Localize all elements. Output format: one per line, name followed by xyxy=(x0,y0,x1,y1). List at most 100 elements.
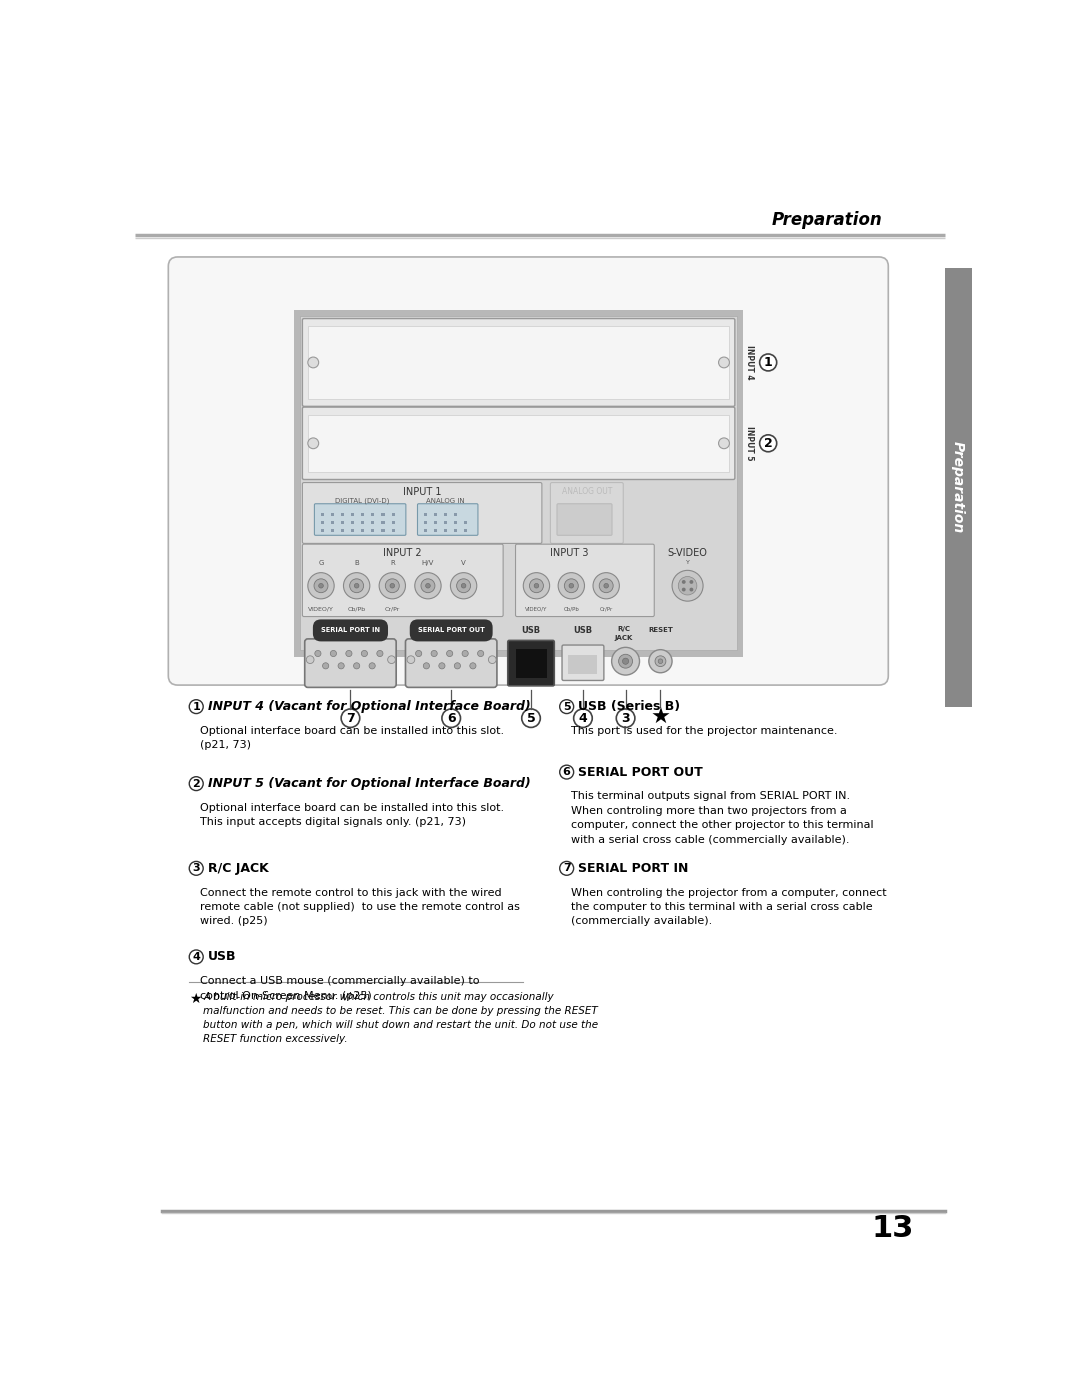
Text: 3: 3 xyxy=(621,711,630,725)
Text: A built-in micro processor which controls this unit may occasionally
malfunction: A built-in micro processor which control… xyxy=(203,992,598,1044)
Text: Connect a USB mouse (commercially available) to
control On-Screen Menu. (p25): Connect a USB mouse (commercially availa… xyxy=(200,977,480,1000)
Text: VIDEO/Y: VIDEO/Y xyxy=(525,606,548,612)
Circle shape xyxy=(446,651,453,657)
Circle shape xyxy=(622,658,629,665)
Circle shape xyxy=(658,659,663,664)
FancyBboxPatch shape xyxy=(418,504,478,535)
Text: Y: Y xyxy=(686,560,689,566)
Bar xyxy=(362,513,364,517)
Text: ANALOG OUT: ANALOG OUT xyxy=(562,488,612,496)
FancyBboxPatch shape xyxy=(557,504,612,535)
FancyBboxPatch shape xyxy=(302,482,542,543)
Text: 6: 6 xyxy=(447,711,456,725)
Circle shape xyxy=(681,580,686,584)
Text: Cr/Pr: Cr/Pr xyxy=(599,606,612,612)
Text: Optional interface board can be installed into this slot.
(p21, 73): Optional interface board can be installe… xyxy=(200,726,504,750)
Bar xyxy=(351,529,354,532)
Text: R/C JACK: R/C JACK xyxy=(207,862,269,875)
Circle shape xyxy=(377,651,383,657)
Circle shape xyxy=(415,573,441,599)
Text: H/V: H/V xyxy=(422,560,434,566)
Circle shape xyxy=(477,651,484,657)
Text: 5: 5 xyxy=(563,701,570,711)
Circle shape xyxy=(362,651,367,657)
Bar xyxy=(568,655,597,673)
Circle shape xyxy=(573,708,592,728)
Circle shape xyxy=(189,700,203,714)
FancyBboxPatch shape xyxy=(302,319,734,407)
Text: INPUT 3: INPUT 3 xyxy=(550,549,589,559)
FancyBboxPatch shape xyxy=(551,482,623,543)
Text: USB: USB xyxy=(522,626,541,634)
Circle shape xyxy=(450,573,476,599)
FancyBboxPatch shape xyxy=(305,638,396,687)
Text: 2: 2 xyxy=(764,437,772,450)
Bar xyxy=(308,415,729,472)
Circle shape xyxy=(330,651,337,657)
Circle shape xyxy=(488,655,496,664)
FancyBboxPatch shape xyxy=(508,640,554,686)
Text: Optional interface board can be installed into this slot.
This input accepts dig: Optional interface board can be installe… xyxy=(200,803,504,827)
Text: 4: 4 xyxy=(579,711,588,725)
Bar xyxy=(321,521,324,524)
Text: 5: 5 xyxy=(527,711,536,725)
Bar xyxy=(308,327,729,398)
Text: SERIAL PORT IN: SERIAL PORT IN xyxy=(321,627,380,633)
Text: When controling the projector from a computer, connect
the computer to this term: When controling the projector from a com… xyxy=(570,887,887,926)
Text: 1: 1 xyxy=(192,701,200,711)
Circle shape xyxy=(524,573,550,599)
Text: INPUT 4: INPUT 4 xyxy=(745,345,754,380)
Text: Cb/Pb: Cb/Pb xyxy=(348,606,366,612)
Text: Preparation: Preparation xyxy=(951,441,966,534)
Bar xyxy=(464,521,468,524)
Bar xyxy=(362,521,364,524)
Text: This port is used for the projector maintenance.: This port is used for the projector main… xyxy=(570,726,837,736)
Circle shape xyxy=(759,434,777,451)
Circle shape xyxy=(388,655,395,664)
Bar xyxy=(455,529,458,532)
Bar xyxy=(424,529,428,532)
Circle shape xyxy=(189,950,203,964)
Circle shape xyxy=(308,573,334,599)
Circle shape xyxy=(341,708,360,728)
Text: R/C: R/C xyxy=(618,626,631,631)
Bar xyxy=(381,521,384,524)
Bar xyxy=(455,513,458,517)
Circle shape xyxy=(354,584,359,588)
Circle shape xyxy=(617,708,635,728)
Circle shape xyxy=(604,584,608,588)
Text: Connect the remote control to this jack with the wired
remote cable (not supplie: Connect the remote control to this jack … xyxy=(200,887,519,926)
Circle shape xyxy=(423,662,430,669)
Text: 13: 13 xyxy=(872,1214,914,1243)
Bar xyxy=(332,529,334,532)
Circle shape xyxy=(390,584,394,588)
Circle shape xyxy=(416,651,422,657)
Bar xyxy=(424,513,428,517)
Text: 2: 2 xyxy=(192,778,200,789)
Circle shape xyxy=(759,353,777,372)
FancyBboxPatch shape xyxy=(562,645,604,680)
Circle shape xyxy=(611,647,639,675)
Bar xyxy=(341,529,345,532)
Text: SERIAL PORT OUT: SERIAL PORT OUT xyxy=(418,627,485,633)
Bar xyxy=(424,521,428,524)
Circle shape xyxy=(353,662,360,669)
Circle shape xyxy=(426,584,430,588)
Text: ★: ★ xyxy=(189,992,202,1006)
Bar xyxy=(300,316,738,651)
Circle shape xyxy=(689,588,693,591)
Bar xyxy=(381,529,384,532)
Bar xyxy=(332,521,334,524)
Text: B: B xyxy=(354,560,359,566)
Bar xyxy=(381,513,384,517)
Circle shape xyxy=(470,662,476,669)
Bar xyxy=(372,521,375,524)
Text: Cb/Pb: Cb/Pb xyxy=(564,606,579,612)
Circle shape xyxy=(369,662,375,669)
Circle shape xyxy=(559,766,573,780)
Circle shape xyxy=(569,584,573,588)
Bar xyxy=(444,521,447,524)
Circle shape xyxy=(346,651,352,657)
Text: RESET: RESET xyxy=(648,627,673,633)
Bar xyxy=(455,521,458,524)
